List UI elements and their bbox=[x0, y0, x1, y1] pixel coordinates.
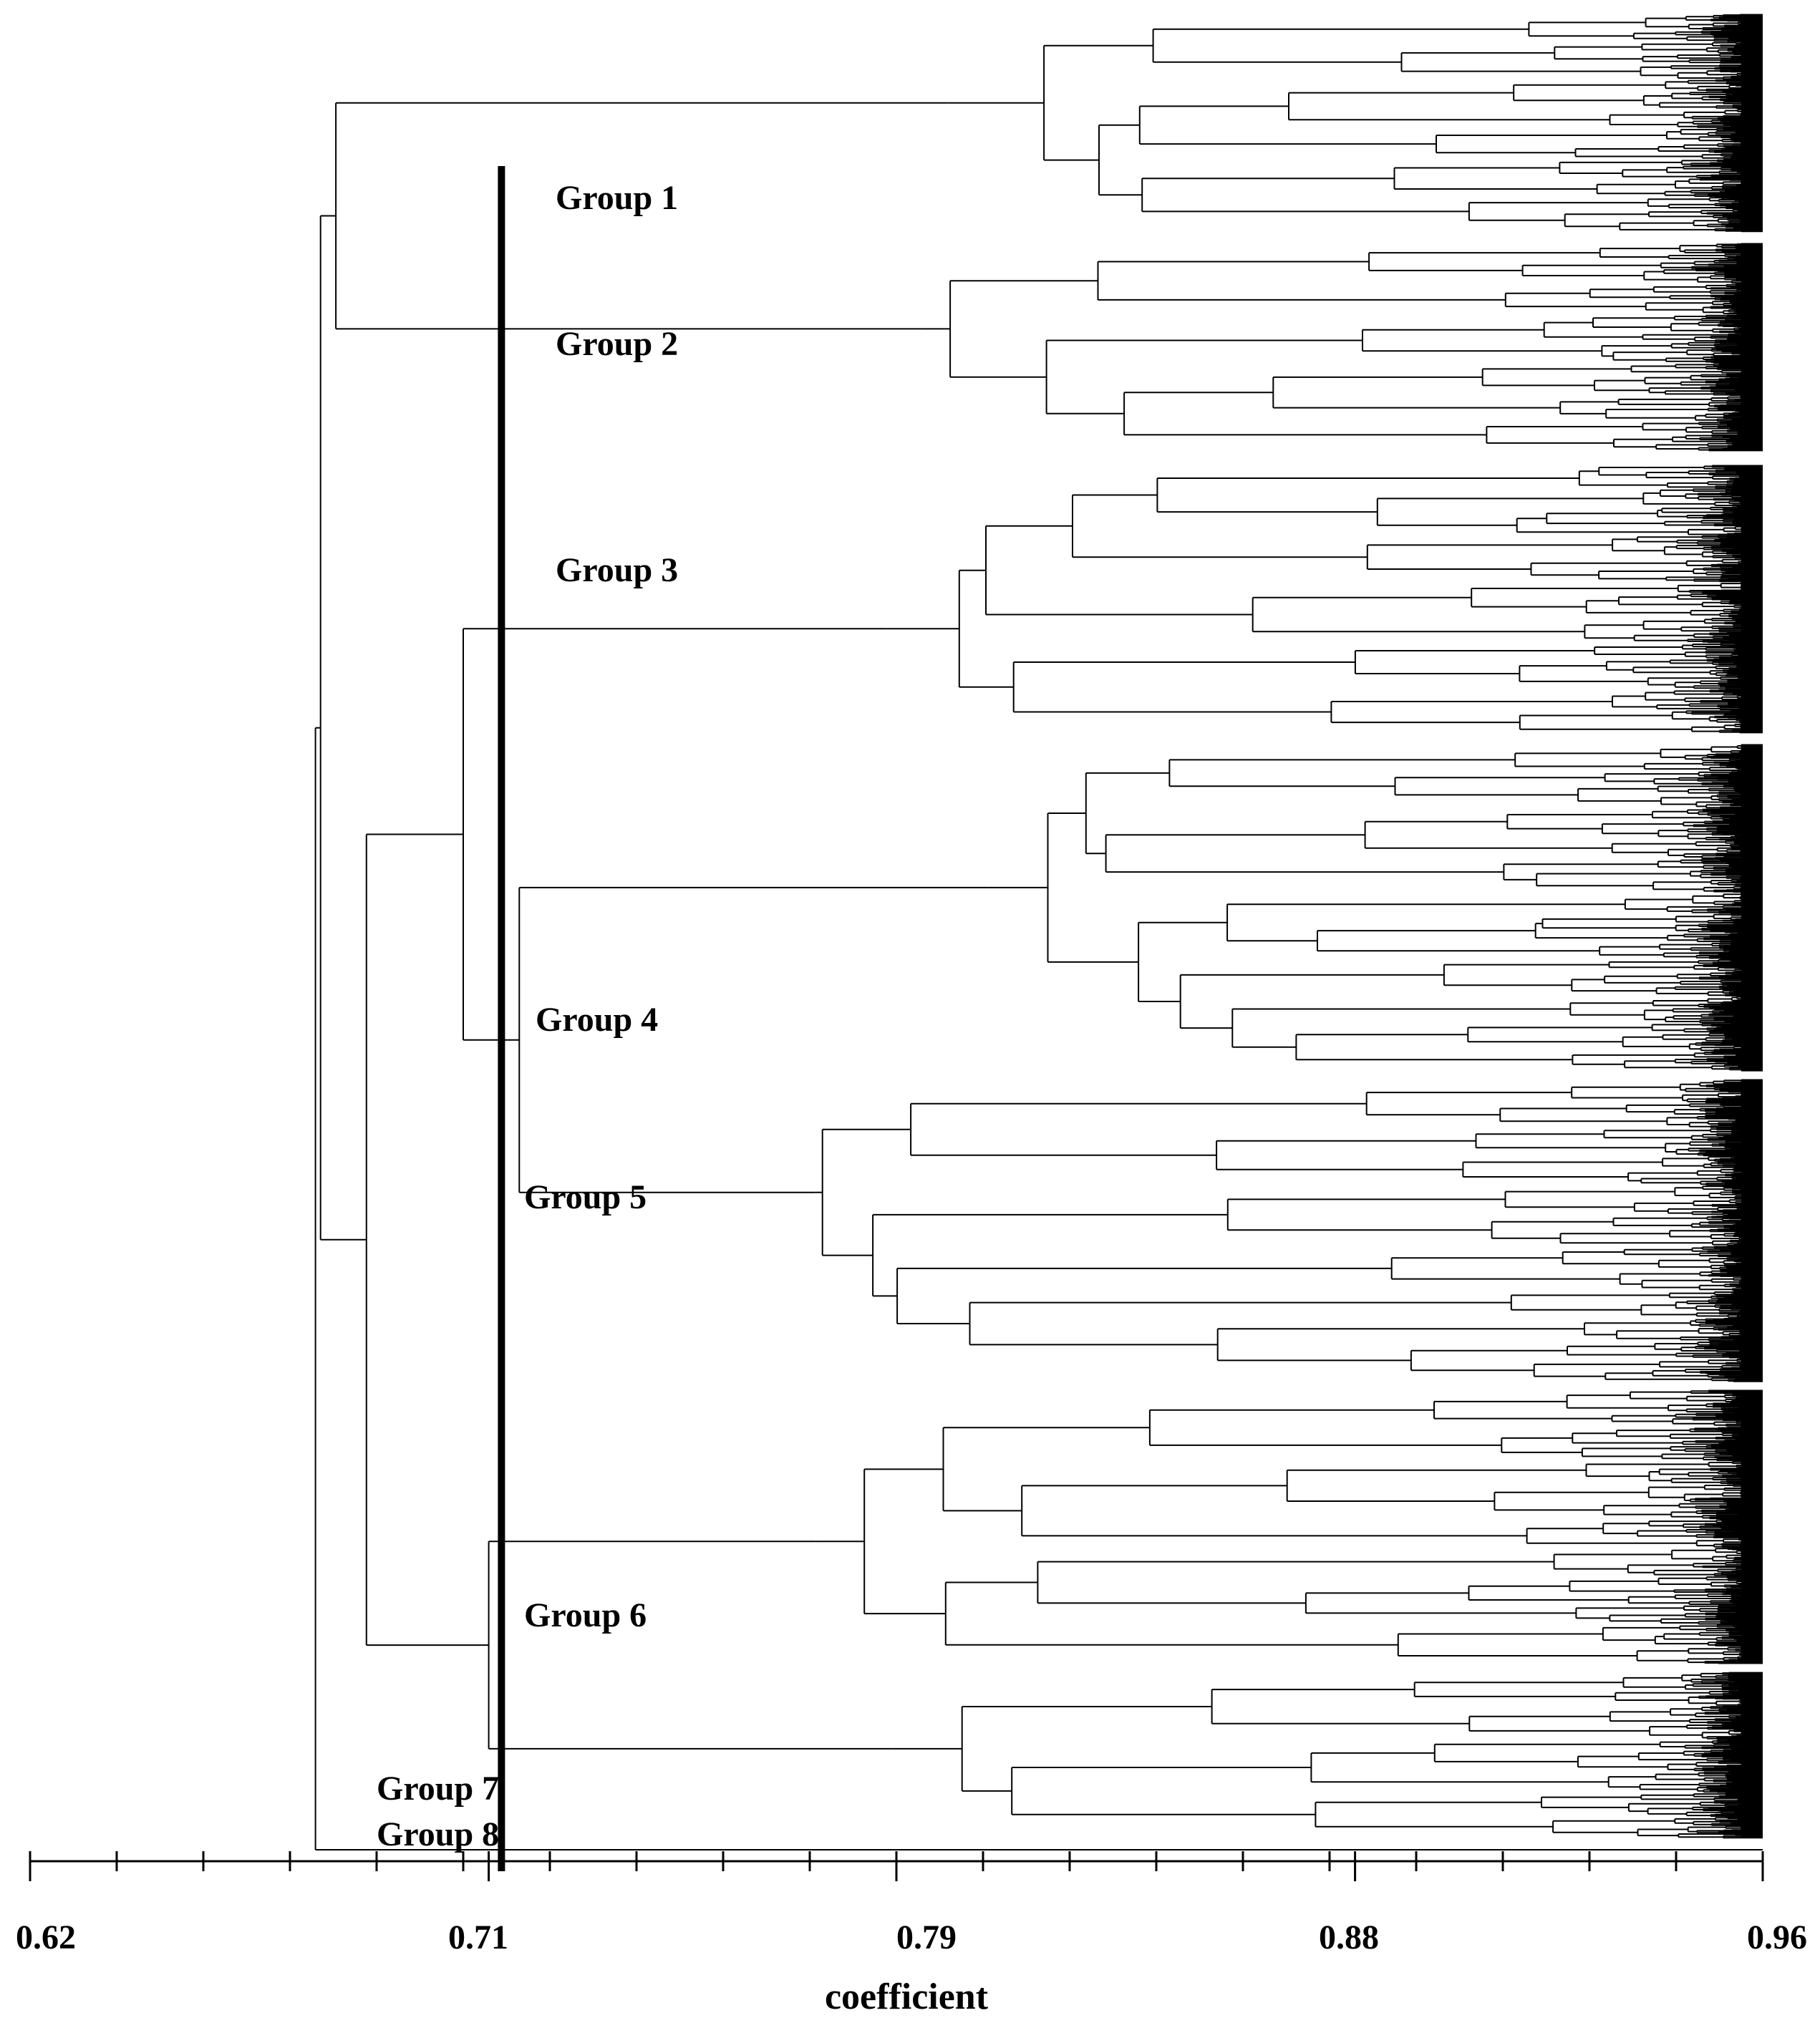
group-2-cluster bbox=[921, 243, 1763, 452]
group-4-cluster bbox=[988, 744, 1763, 1072]
dendrogram-tree bbox=[314, 14, 1763, 1850]
group-3-cluster bbox=[886, 465, 1763, 734]
group-1-cluster bbox=[947, 14, 1763, 233]
group-5-cluster bbox=[815, 1079, 1763, 1382]
